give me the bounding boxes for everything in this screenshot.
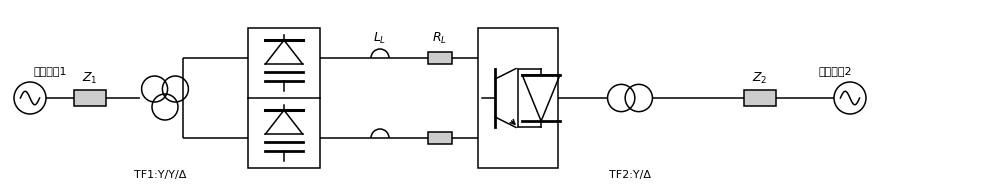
Text: TF2:Y/Δ: TF2:Y/Δ bbox=[609, 170, 651, 180]
Text: $Z_2$: $Z_2$ bbox=[752, 71, 768, 86]
Bar bbox=[428, 52, 452, 64]
Text: $L_L$: $L_L$ bbox=[373, 31, 387, 46]
Text: 交流系统2: 交流系统2 bbox=[818, 66, 852, 76]
Bar bbox=[478, 28, 558, 168]
Bar bbox=[744, 90, 776, 106]
Text: 交流系统1: 交流系统1 bbox=[33, 66, 67, 76]
Text: $R_L$: $R_L$ bbox=[432, 31, 448, 46]
Text: TF1:Y/Y/Δ: TF1:Y/Y/Δ bbox=[134, 170, 186, 180]
Text: $Z_1$: $Z_1$ bbox=[82, 71, 98, 86]
Bar bbox=[428, 132, 452, 144]
Bar bbox=[74, 90, 106, 106]
Bar bbox=[248, 28, 320, 168]
